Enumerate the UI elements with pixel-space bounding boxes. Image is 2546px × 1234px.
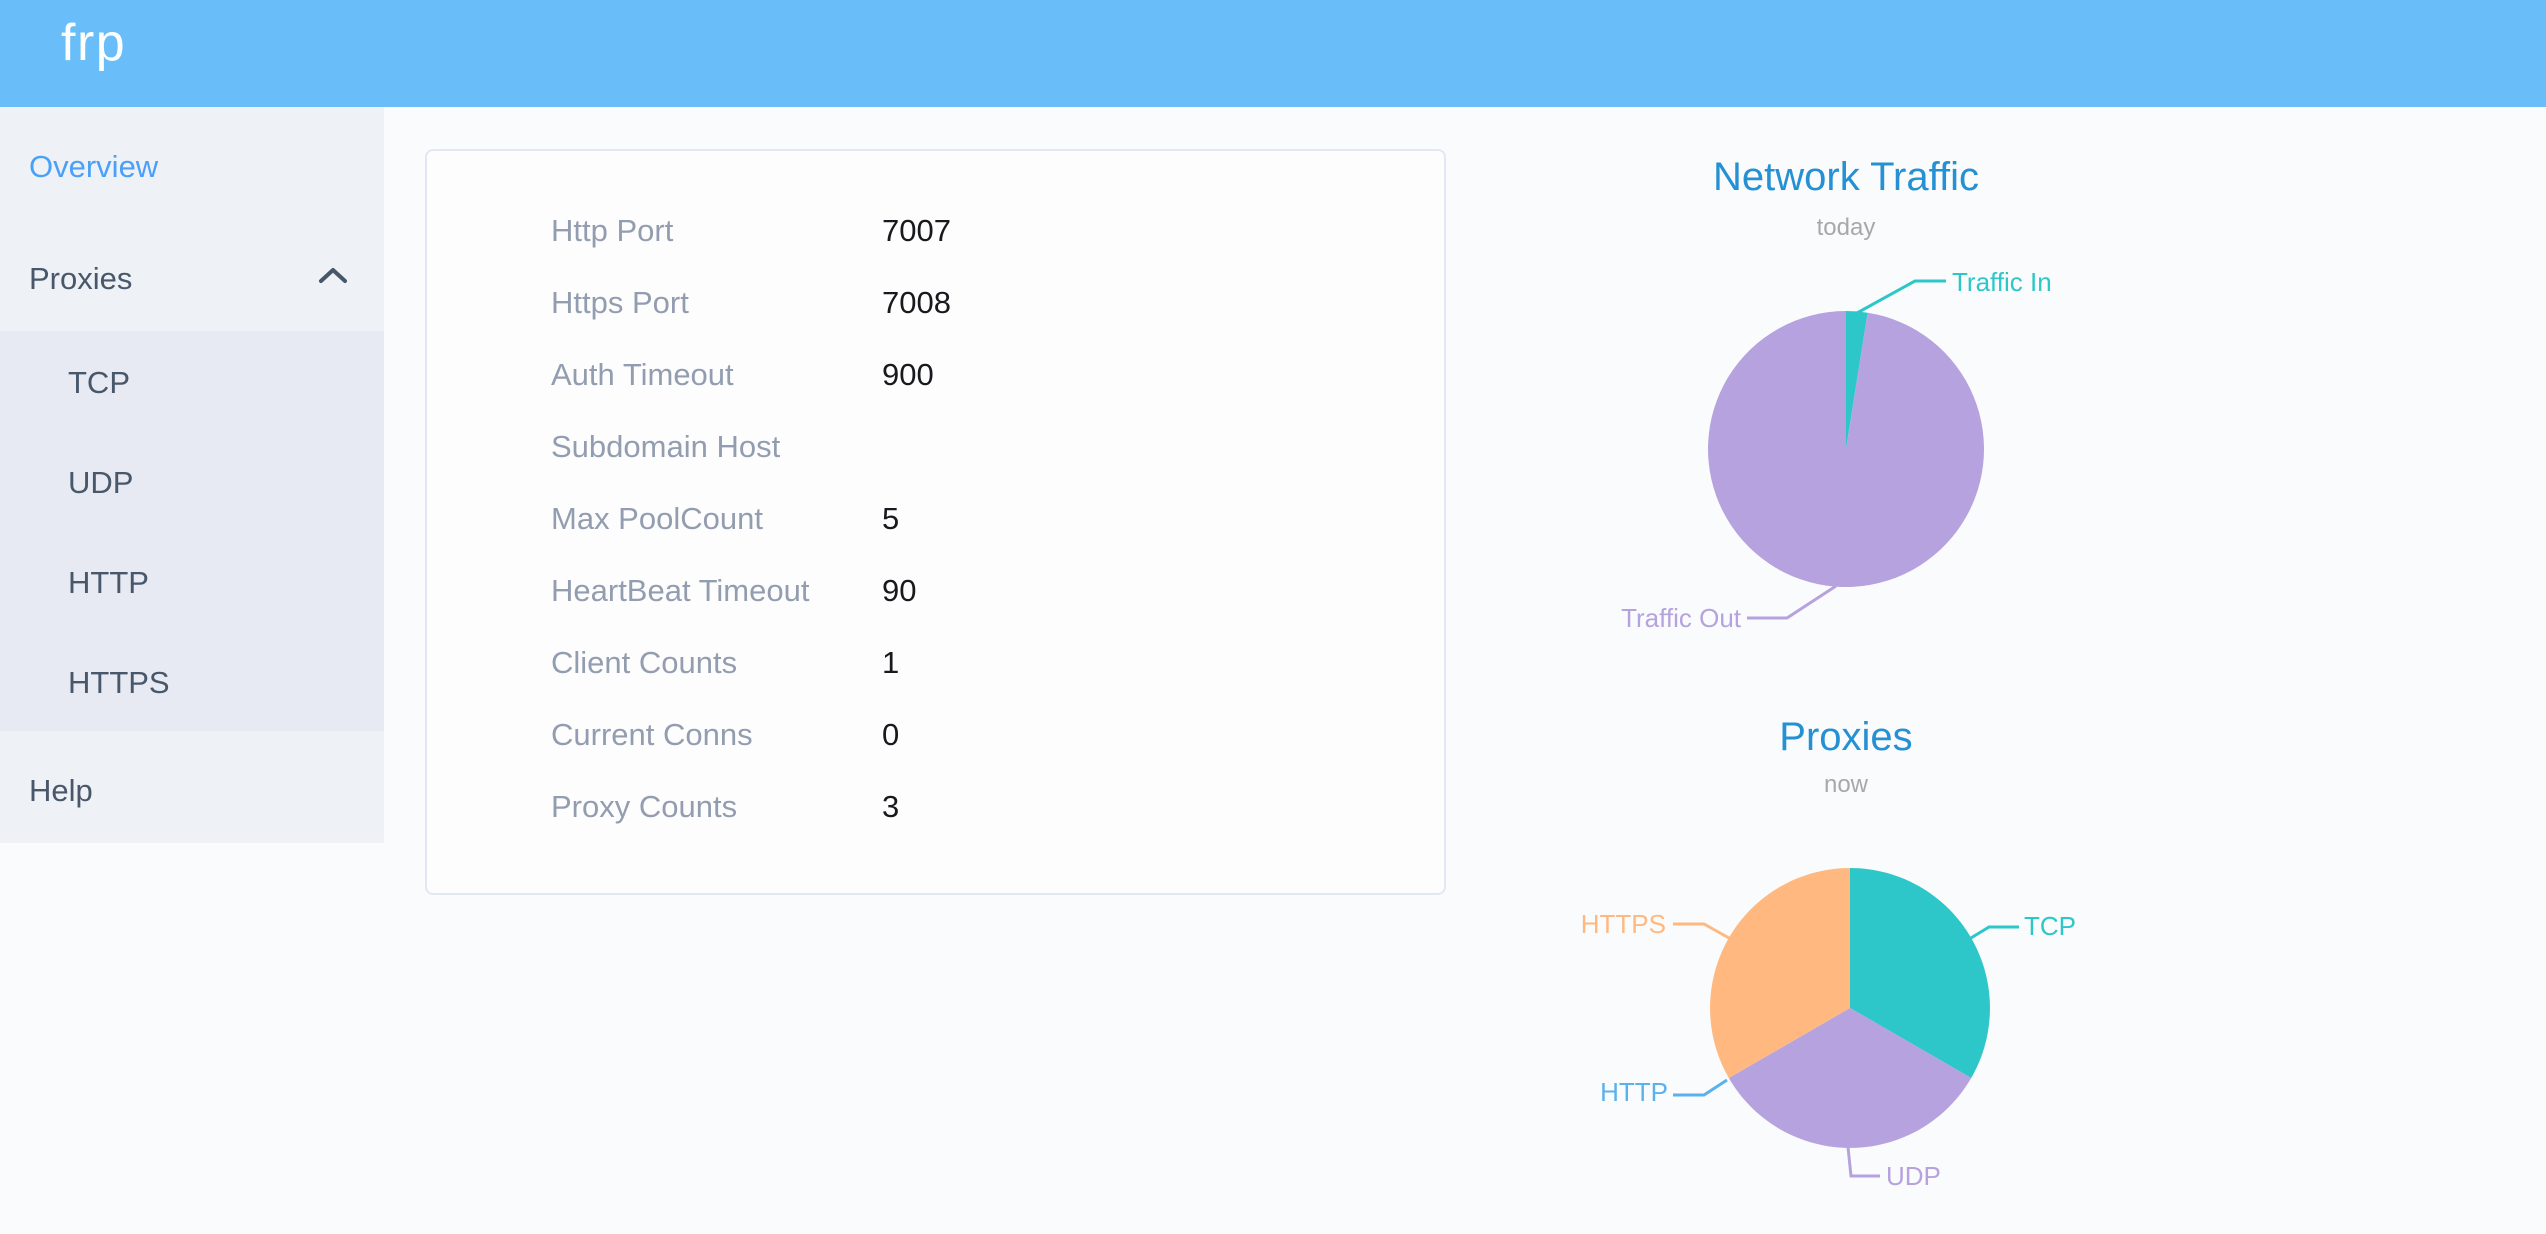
svg-text:Traffic In: Traffic In [1952,267,2052,297]
svg-text:now: now [1824,771,1869,798]
svg-text:HTTPS: HTTPS [1581,909,1666,939]
svg-text:TCP: TCP [2024,911,2076,941]
svg-text:Network Traffic: Network Traffic [1713,155,1979,199]
svg-text:UDP: UDP [1886,1161,1941,1191]
svg-text:Traffic Out: Traffic Out [1621,603,1742,633]
svg-text:HTTP: HTTP [1600,1077,1668,1107]
svg-text:Proxies: Proxies [1779,715,1912,759]
svg-text:today: today [1817,214,1876,241]
